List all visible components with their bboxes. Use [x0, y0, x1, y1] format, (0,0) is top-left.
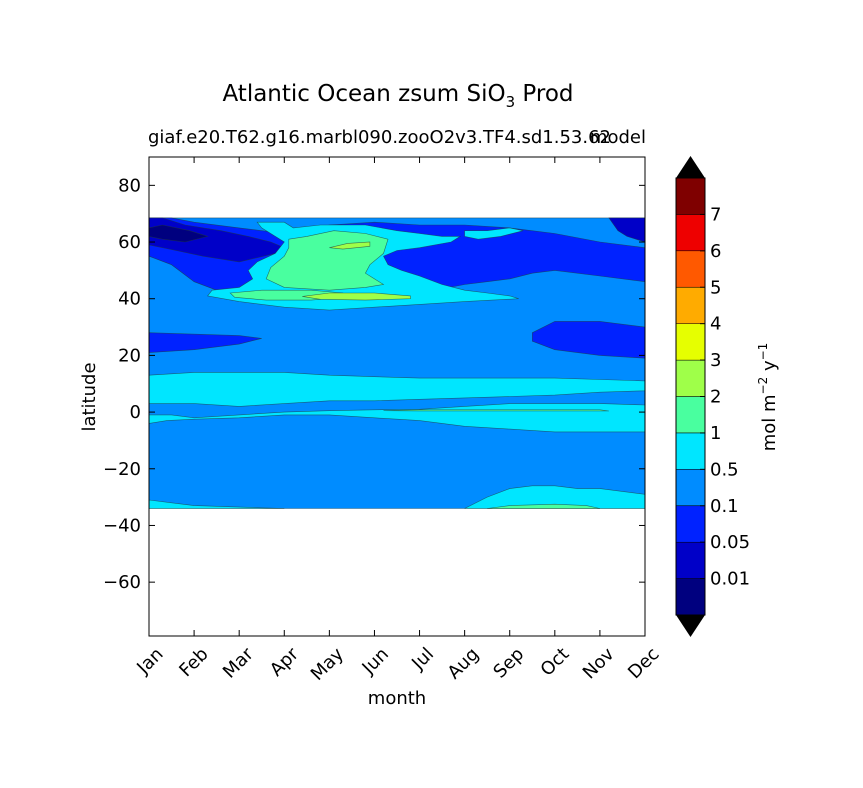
colorbar-tick-label: 7	[710, 204, 721, 225]
x-tick-label: Feb	[175, 644, 212, 681]
contour-region-3	[531, 321, 645, 359]
contour-region-15	[149, 499, 285, 509]
colorbar-tick-label: 4	[710, 314, 721, 335]
colorbar-segment-4	[675, 432, 706, 470]
colorbar-tick-label: 0.5	[710, 459, 739, 480]
y-tick-label: −20	[103, 459, 141, 480]
x-tick-label: Mar	[219, 643, 258, 682]
y-tick-label: 20	[118, 345, 141, 366]
colorbar-label: mol m−2 y−1	[756, 343, 780, 452]
colorbar-tick-label: 3	[710, 350, 721, 371]
colorbar-tick-label: 5	[710, 277, 721, 298]
colorbar-segment-11	[675, 177, 706, 215]
x-tick-label: May	[307, 643, 348, 684]
colorbar-tick-label: 6	[710, 241, 721, 262]
colorbar-tick-label: 0.01	[710, 569, 750, 590]
colorbar-segment-6	[675, 359, 706, 397]
colorbar-under-arrow	[676, 615, 705, 637]
x-tick-label: Apr	[266, 643, 303, 680]
colorbar-segment-1	[675, 541, 706, 579]
y-tick-label: 80	[118, 175, 141, 196]
x-tick-label: Dec	[624, 644, 663, 683]
x-tick-label: Oct	[537, 644, 574, 681]
colorbar: 0.01 0.05 0.1 0.5 1 2 3 4 5 6 7	[675, 156, 750, 637]
chart-subtitle-right: model	[590, 127, 646, 148]
y-tick-label: 0	[130, 402, 141, 423]
colorbar-segment-7	[675, 323, 706, 361]
chart-subtitle-left: giaf.e20.T62.g16.marbl090.zooO2v3.TF4.sd…	[148, 127, 611, 148]
colorbar-label-exp2: −1	[756, 343, 770, 361]
contour-region-12	[329, 241, 371, 250]
contour-region-17	[487, 503, 600, 509]
contour-region-2	[149, 332, 262, 353]
colorbar-tick-label: 0.05	[710, 532, 750, 553]
colorbar-tick-label: 2	[710, 387, 721, 408]
contour-region-16	[464, 485, 645, 509]
y-tick-label: −40	[103, 515, 141, 536]
colorbar-over-arrow	[676, 156, 705, 178]
chart-title: Atlantic Ocean zsum SiO3 Prod	[222, 81, 573, 111]
y-axis-label: latitude	[79, 362, 100, 431]
x-tick-label: Aug	[444, 644, 484, 684]
colorbar-segment-3	[675, 469, 706, 506]
colorbar-segment-9	[675, 250, 706, 288]
contour-region-6	[149, 224, 209, 243]
x-tick-label: Sep	[489, 644, 528, 683]
colorbar-tick-label: 0.1	[710, 496, 739, 517]
colorbar-label-exp1: −2	[756, 377, 770, 395]
contour-region-8	[464, 227, 524, 240]
colorbar-segment-2	[675, 505, 706, 543]
contour-region-11	[302, 292, 411, 301]
title-subscript: 3	[506, 93, 516, 111]
y-tick-label: 60	[118, 232, 141, 253]
contour-region-5	[608, 217, 645, 243]
plot-frame	[148, 156, 646, 637]
colorbar-segment-10	[675, 214, 706, 252]
colorbar-tick-label: 1	[710, 423, 721, 444]
contour-region-18	[383, 409, 609, 412]
x-tick-label: Jul	[407, 644, 438, 675]
contour-region-13	[149, 372, 645, 407]
colorbar-segment-5	[675, 396, 706, 434]
colorbar-segment-0	[675, 578, 706, 616]
y-axis: 80 60 40 20 0 −20 −40 −60	[103, 175, 645, 593]
x-tick-label: Jan	[132, 644, 167, 679]
contour-fill-area	[149, 217, 645, 509]
y-tick-label: 40	[118, 289, 141, 310]
x-tick-label: Nov	[579, 643, 619, 683]
y-tick-label: −60	[103, 572, 141, 593]
x-axis-label: month	[368, 688, 426, 709]
x-tick-label: Jun	[358, 644, 393, 679]
colorbar-segment-8	[675, 287, 706, 324]
